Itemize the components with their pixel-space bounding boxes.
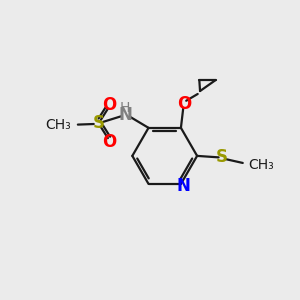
Text: S: S [92, 114, 104, 132]
Text: CH₃: CH₃ [45, 118, 71, 132]
Text: CH₃: CH₃ [249, 158, 274, 172]
Text: S: S [216, 148, 228, 166]
Text: O: O [177, 95, 191, 113]
Text: O: O [103, 96, 117, 114]
Text: N: N [118, 106, 132, 124]
Text: H: H [119, 101, 130, 115]
Text: O: O [103, 133, 117, 151]
Text: N: N [176, 177, 190, 195]
